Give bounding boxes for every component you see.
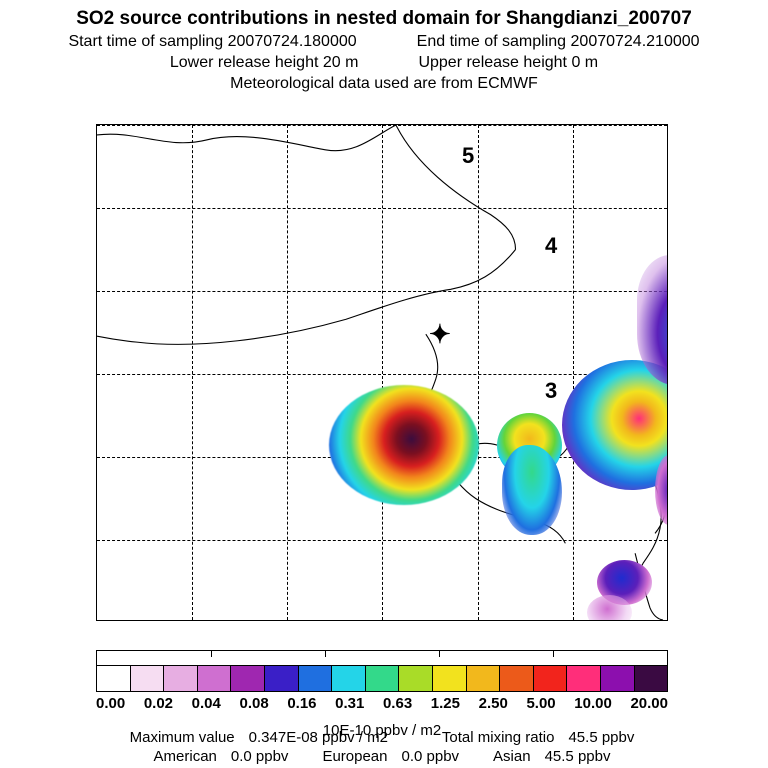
european-label: European <box>322 748 387 765</box>
end-time-text: End time of sampling 20070724.210000 <box>417 33 700 51</box>
region-breakdown-row: American 0.0 ppbv European 0.0 ppbv Asia… <box>96 748 668 765</box>
map-panel[interactable]: 5 4 3 2 1 ✦ <box>96 124 668 621</box>
max-value-label: Maximum value <box>130 729 235 746</box>
chart-header: SO2 source contributions in nested domai… <box>0 0 768 93</box>
colorbar-tick-labels: 0.00 0.02 0.04 0.08 0.16 0.31 0.63 1.25 … <box>96 695 668 712</box>
release-height-row: Lower release height 20 m Upper release … <box>0 54 768 72</box>
american-label: American <box>154 748 217 765</box>
zone-label-2: 2 <box>623 459 635 485</box>
max-total-row: Maximum value 0.347E-08 ppbv / m2 Total … <box>96 729 668 746</box>
asian-label: Asian <box>493 748 531 765</box>
source-star-marker[interactable]: ✦ <box>429 321 451 347</box>
colorbar-tick-frame <box>96 650 668 666</box>
start-time-text: Start time of sampling 20070724.180000 <box>68 33 356 51</box>
max-value-value: 0.347E-08 ppbv / m2 <box>249 729 388 746</box>
european-value: 0.0 ppbv <box>402 748 460 765</box>
upper-height-text: Upper release height 0 m <box>418 54 598 72</box>
zone-label-5: 5 <box>462 143 474 169</box>
colorbar-section: 0.00 0.02 0.04 0.08 0.16 0.31 0.63 1.25 … <box>96 650 668 739</box>
zone-label-4: 4 <box>545 233 557 259</box>
met-data-text: Meteorological data used are from ECMWF <box>0 75 768 93</box>
chart-title: SO2 source contributions in nested domai… <box>0 8 768 30</box>
zone-label-3: 3 <box>545 378 557 404</box>
coastline-overlay <box>97 125 667 620</box>
total-mixing-label: Total mixing ratio <box>442 729 555 746</box>
colorbar-gradient[interactable] <box>96 666 668 692</box>
asian-value: 45.5 ppbv <box>545 748 611 765</box>
stats-section: Maximum value 0.347E-08 ppbv / m2 Total … <box>96 727 668 767</box>
sampling-time-row: Start time of sampling 20070724.180000 E… <box>0 33 768 51</box>
american-value: 0.0 ppbv <box>231 748 289 765</box>
lower-height-text: Lower release height 20 m <box>170 54 359 72</box>
total-mixing-value: 45.5 ppbv <box>568 729 634 746</box>
zone-label-1: 1 <box>455 453 467 479</box>
